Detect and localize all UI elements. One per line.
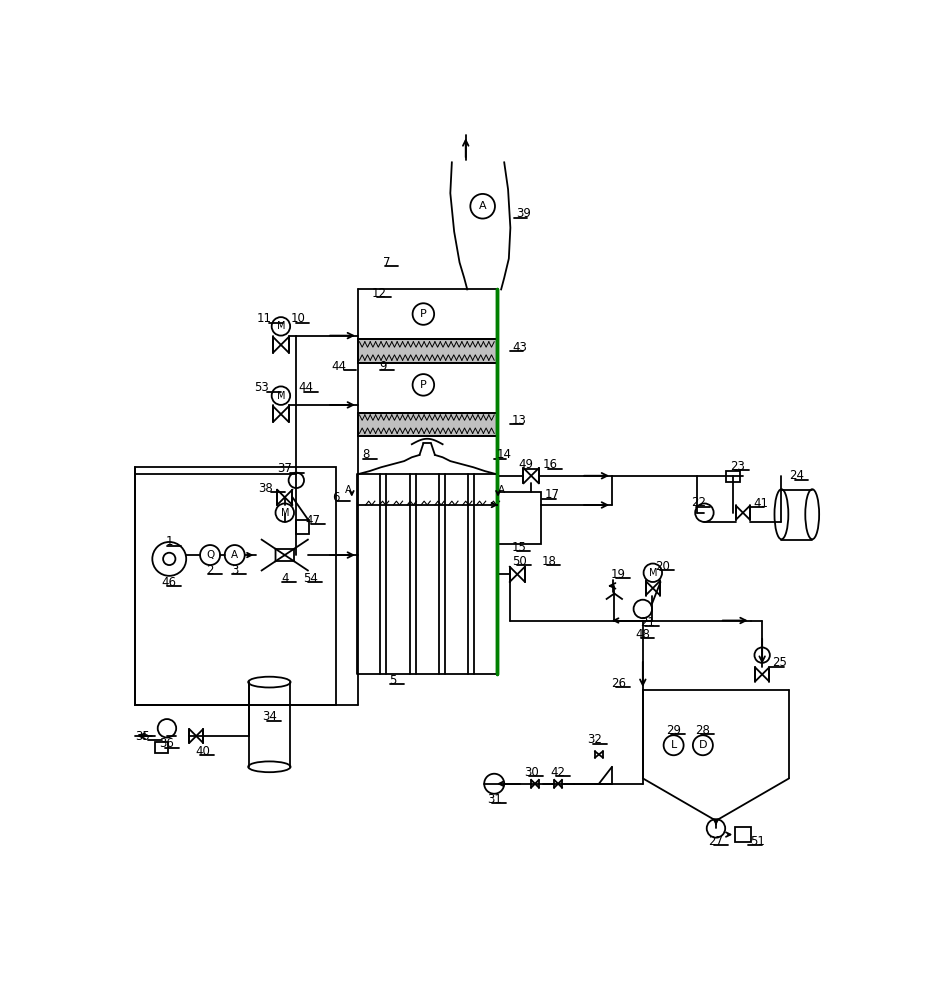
Text: Q: Q: [206, 550, 214, 560]
Text: 48: 48: [636, 628, 650, 641]
Text: 8: 8: [362, 448, 369, 461]
Text: 2: 2: [207, 564, 214, 577]
Text: 44: 44: [299, 381, 314, 394]
Bar: [135, 466, 337, 705]
Bar: [154, 742, 168, 753]
Bar: [496, 492, 541, 544]
Text: 14: 14: [496, 448, 511, 461]
Text: 29: 29: [666, 724, 681, 737]
Text: P: P: [420, 380, 426, 390]
Text: 11: 11: [257, 312, 272, 325]
Text: 34: 34: [262, 710, 277, 723]
Text: 44: 44: [331, 360, 346, 373]
Text: 51: 51: [751, 835, 766, 848]
Text: 22: 22: [691, 496, 706, 509]
Text: 38: 38: [258, 482, 273, 495]
Text: 43: 43: [512, 341, 526, 354]
Text: 7: 7: [383, 256, 391, 269]
Text: 36: 36: [160, 737, 175, 750]
Text: 41: 41: [753, 497, 768, 510]
Text: M: M: [277, 321, 285, 331]
Text: 3: 3: [231, 564, 238, 577]
Text: P: P: [420, 309, 426, 319]
Text: A: A: [479, 201, 486, 211]
Text: A: A: [345, 485, 352, 495]
Text: 30: 30: [524, 766, 539, 779]
Text: 5: 5: [389, 674, 396, 687]
Text: 15: 15: [511, 541, 526, 554]
Text: 18: 18: [541, 555, 556, 568]
Text: 28: 28: [696, 724, 711, 737]
Text: M: M: [280, 508, 289, 518]
Text: 1: 1: [165, 535, 173, 548]
Text: 37: 37: [278, 462, 293, 475]
Text: 13: 13: [512, 414, 526, 427]
Text: 31: 31: [487, 793, 502, 806]
Text: 21: 21: [640, 616, 654, 629]
Text: 6: 6: [332, 491, 339, 504]
Bar: [726, 471, 740, 482]
Text: 42: 42: [551, 766, 566, 779]
Bar: [735, 827, 751, 842]
Text: 12: 12: [372, 287, 387, 300]
Text: 23: 23: [730, 460, 745, 473]
Text: 47: 47: [306, 514, 321, 527]
Text: L: L: [670, 740, 677, 750]
Text: 19: 19: [611, 568, 626, 581]
Text: 24: 24: [789, 469, 804, 482]
Text: 40: 40: [194, 745, 209, 758]
Text: 54: 54: [303, 572, 318, 585]
Text: 16: 16: [543, 458, 558, 471]
Text: 27: 27: [709, 835, 724, 848]
Text: 46: 46: [162, 576, 177, 588]
Bar: [358, 413, 496, 436]
Bar: [296, 520, 309, 534]
Text: 49: 49: [518, 458, 533, 471]
Text: 17: 17: [544, 488, 559, 501]
Text: 10: 10: [291, 312, 306, 325]
Text: 9: 9: [379, 360, 386, 373]
Text: M: M: [277, 391, 285, 401]
Text: 4: 4: [281, 572, 289, 585]
Text: 35: 35: [136, 730, 150, 742]
Text: D: D: [698, 740, 707, 750]
Text: 26: 26: [611, 677, 626, 690]
Text: A: A: [231, 550, 238, 560]
Text: 25: 25: [772, 656, 787, 669]
Text: A: A: [498, 485, 505, 495]
Text: 20: 20: [654, 560, 669, 573]
Text: 32: 32: [587, 733, 602, 746]
Text: 50: 50: [512, 555, 527, 568]
Text: 53: 53: [254, 381, 269, 394]
Text: M: M: [649, 568, 657, 578]
Text: 39: 39: [516, 207, 531, 220]
Bar: [358, 339, 496, 363]
